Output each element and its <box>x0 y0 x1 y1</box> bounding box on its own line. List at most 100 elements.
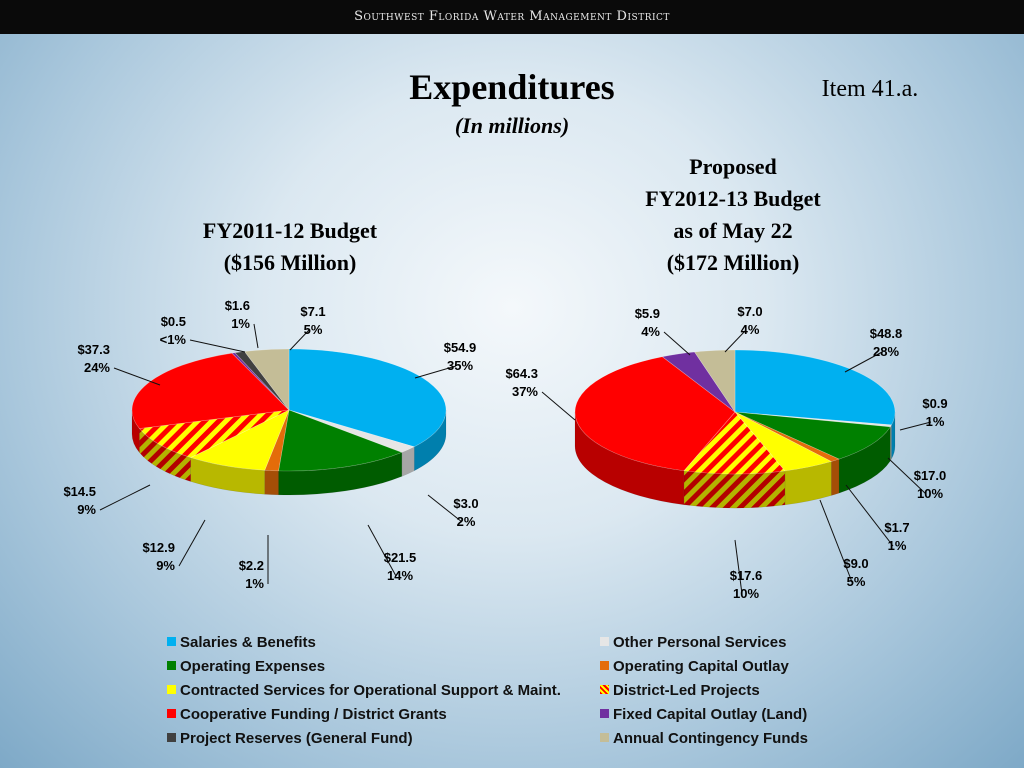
pie-1-slice-6 <box>138 409 290 458</box>
legend-swatch <box>167 733 176 742</box>
pie-2-pct-label-1: 28% <box>873 344 899 359</box>
pie-1-value-label-7: $37.3 <box>77 342 110 357</box>
chart-1-title-line-2: ($156 Million) <box>223 250 357 275</box>
pie-1-value-label-2: $3.0 <box>453 496 478 511</box>
legend-label: Project Reserves (General Fund) <box>180 730 413 747</box>
pie-1-value-label-9: $1.6 <box>225 298 250 313</box>
pie-2-value-label-1: $48.8 <box>870 326 903 341</box>
pie-2-slice-5 <box>734 411 833 472</box>
pie-2-pct-label-4: 1% <box>888 538 907 553</box>
pie-1-leader-6 <box>99 484 151 511</box>
legend-swatch <box>167 661 176 670</box>
pie-2-leader-3 <box>887 457 927 495</box>
legend-label: Other Personal Services <box>613 634 787 651</box>
pie-2-leader-5 <box>819 499 853 583</box>
legend-swatch <box>600 685 609 694</box>
org-header: Southwest Florida Water Management Distr… <box>0 0 1024 34</box>
legend-item-4: Operating Capital Outlay <box>600 658 789 675</box>
pie-1-value-label-4: $2.2 <box>239 558 264 573</box>
pie-1-leader-3 <box>367 524 397 577</box>
legend-item-7: Cooperative Funding / District Grants <box>167 706 447 723</box>
legend-swatch <box>167 637 176 646</box>
pie-2-slice-9 <box>694 349 736 413</box>
legend-item-3: Operating Expenses <box>167 658 325 675</box>
pie-chart-1: $54.9 35% $3.0 2% $21.5 14% $2.2 1% $12.9 9% $14.5… <box>63 298 478 591</box>
pie-2-leader-7 <box>541 391 576 421</box>
pie-1-value-label-1: $54.9 <box>444 340 477 355</box>
pie-1-pct-label-6: 9% <box>77 502 96 517</box>
pie-1-slice-4 <box>264 409 290 472</box>
pie-2-leader-1 <box>844 351 883 373</box>
pie-2-slice-8 <box>661 351 736 413</box>
legend-swatch <box>600 661 609 670</box>
pie-1-leader-1 <box>414 365 457 379</box>
pie-2-value-label-5: $9.0 <box>843 556 868 571</box>
pie-2-side-4 <box>831 458 840 496</box>
slide-subtitle: (In millions) <box>454 113 570 138</box>
pie-1-leader-9 <box>253 323 259 349</box>
item-number: Item 41.a. <box>821 76 919 102</box>
pie-1-value-label-5: $12.9 <box>142 540 175 555</box>
pie-2-leader-2 <box>899 421 932 431</box>
legend-swatch <box>600 733 609 742</box>
pie-2-slice-4 <box>734 411 840 462</box>
legend-swatch <box>167 685 176 694</box>
legend-label: District-Led Projects <box>613 682 760 699</box>
pie-2-slice-6 <box>683 411 786 475</box>
pie-2-pct-label-9: 4% <box>741 322 760 337</box>
pie-1-pct-label-1: 35% <box>447 358 473 373</box>
legend-label: Salaries & Benefits <box>180 634 316 651</box>
pie-2-slice-3 <box>734 411 891 460</box>
pie-1-slice-2 <box>288 409 416 453</box>
legend-item-9: Project Reserves (General Fund) <box>167 730 413 747</box>
pie-2-pct-label-5: 5% <box>847 574 866 589</box>
pie-1-pct-label-8: <1% <box>160 332 187 347</box>
chart-2-title-line-3: as of May 22 <box>673 218 793 243</box>
legend-item-8: Fixed Capital Outlay (Land) <box>600 706 807 723</box>
pie-1-slice-8 <box>231 352 290 411</box>
pie-2-value-label-7: $64.3 <box>505 366 538 381</box>
pie-1-pct-label-10: 5% <box>304 322 323 337</box>
pie-1-value-label-6: $14.5 <box>63 484 96 499</box>
legend-item-5: Contracted Services for Operational Supp… <box>167 682 561 699</box>
pie-2-pct-label-8: 4% <box>641 324 660 339</box>
pie-1-leader-8 <box>189 339 246 353</box>
pie-2-slice-7 <box>574 356 736 472</box>
chart-2-title-line-2: FY2012-13 Budget <box>645 186 821 211</box>
pie-1-leader-5 <box>178 519 206 567</box>
pie-2-value-label-9: $7.0 <box>737 304 762 319</box>
pie-1-leader-2 <box>427 494 463 523</box>
slide-title: Expenditures <box>409 67 615 107</box>
pie-2-leader-6 <box>734 539 743 595</box>
pie-1-slice-7 <box>131 352 290 429</box>
pie-2-value-label-6: $17.6 <box>730 568 763 583</box>
pie-1-pct-label-5: 9% <box>156 558 175 573</box>
pie-1-leader-7 <box>113 367 161 386</box>
legend-item-6: District-Led Projects <box>600 682 760 699</box>
legend-label: Operating Capital Outlay <box>613 658 789 675</box>
pie-2-value-label-2: $0.9 <box>922 396 947 411</box>
legend-item-2: Other Personal Services <box>600 634 786 651</box>
legend-label: Fixed Capital Outlay (Land) <box>613 706 808 723</box>
pie-1-pct-label-2: 2% <box>457 514 476 529</box>
legend-item-1: Salaries & Benefits <box>167 634 316 651</box>
legend-label: Contracted Services for Operational Supp… <box>180 682 561 699</box>
legend-swatch <box>600 637 609 646</box>
legend-item-10: Annual Contingency Funds <box>600 730 808 747</box>
chart-2-title-line-4: ($172 Million) <box>666 250 800 275</box>
pie-2-pct-label-6: 10% <box>733 586 759 601</box>
pie-1-pct-label-4: 1% <box>245 576 264 591</box>
pie-1-slice-3 <box>278 409 403 472</box>
pie-2-slice-2 <box>734 411 892 428</box>
pie-2-leader-8 <box>663 331 691 356</box>
pie-1-pct-label-3: 14% <box>387 568 413 583</box>
pie-1-value-label-3: $21.5 <box>384 550 417 565</box>
pie-1-pct-label-9: 1% <box>231 316 250 331</box>
pie-1-slice-1 <box>288 348 447 448</box>
pie-1-side-4 <box>264 469 279 496</box>
pie-1-pct-label-7: 24% <box>84 360 110 375</box>
pie-2-value-label-8: $5.9 <box>635 306 660 321</box>
pie-chart-2: $48.8 28% $0.9 1% $17.0 10% $1.7 1% $9.0 5% $17.6 1… <box>505 304 947 601</box>
chart-2-title: Proposed FY2012-13 Budget as of May 22 (… <box>603 151 863 279</box>
